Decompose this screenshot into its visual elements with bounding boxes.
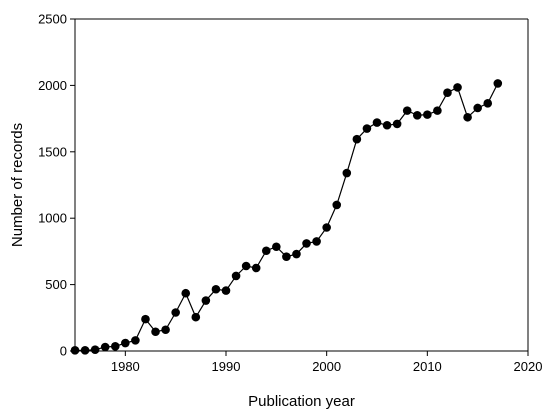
data-point bbox=[272, 242, 281, 252]
plot-area bbox=[70, 79, 503, 355]
data-point bbox=[231, 271, 241, 281]
data-point bbox=[312, 237, 321, 246]
data-point bbox=[412, 110, 422, 120]
data-point bbox=[251, 263, 261, 273]
data-point bbox=[151, 327, 160, 337]
data-point bbox=[201, 296, 211, 305]
data-point bbox=[402, 106, 412, 115]
data-point bbox=[131, 336, 140, 345]
data-point bbox=[241, 261, 251, 271]
data-point bbox=[221, 286, 231, 295]
y-tick-label: 500 bbox=[45, 277, 67, 292]
data-point bbox=[211, 284, 221, 294]
data-point bbox=[382, 120, 392, 130]
data-point bbox=[141, 314, 150, 324]
data-point bbox=[342, 168, 352, 178]
data-point bbox=[322, 223, 331, 232]
x-tick-label: 1980 bbox=[111, 359, 140, 374]
data-point bbox=[352, 134, 362, 144]
y-tick-label: 1000 bbox=[38, 211, 67, 226]
data-point bbox=[261, 246, 271, 256]
data-point bbox=[100, 342, 110, 352]
series-line bbox=[75, 83, 499, 351]
data-point bbox=[171, 308, 180, 317]
data-point bbox=[161, 325, 170, 335]
x-tick-label: 2020 bbox=[514, 359, 543, 374]
data-point bbox=[181, 288, 191, 298]
x-tick-label: 2010 bbox=[413, 359, 442, 374]
data-point bbox=[191, 312, 201, 322]
data-point bbox=[423, 110, 432, 119]
data-point bbox=[433, 106, 442, 115]
data-point bbox=[282, 252, 291, 262]
data-point bbox=[463, 112, 472, 122]
x-tick-label: 2000 bbox=[312, 359, 341, 374]
data-point bbox=[332, 200, 342, 210]
x-axis-title: Publication year bbox=[248, 393, 355, 410]
data-point bbox=[443, 88, 452, 97]
data-point bbox=[483, 99, 493, 108]
data-point bbox=[493, 79, 503, 88]
y-tick-label: 2500 bbox=[38, 12, 67, 27]
data-point bbox=[90, 345, 100, 354]
data-point bbox=[362, 124, 372, 133]
data-point bbox=[392, 119, 402, 129]
data-point bbox=[292, 249, 301, 259]
x-tick-label: 1990 bbox=[212, 359, 241, 374]
data-point bbox=[302, 239, 311, 248]
data-point bbox=[110, 342, 120, 351]
y-tick-label: 0 bbox=[60, 344, 67, 359]
y-axis: 0 500 1000 1500 2000 2500 bbox=[38, 12, 76, 359]
data-point bbox=[80, 346, 90, 355]
y-tick-label: 2000 bbox=[38, 78, 67, 93]
y-tick-label: 1500 bbox=[38, 144, 67, 159]
data-point bbox=[473, 103, 482, 113]
data-point bbox=[453, 83, 462, 92]
x-axis: 1980 1990 2000 2010 2020 bbox=[75, 350, 543, 374]
data-point bbox=[372, 118, 382, 127]
data-point bbox=[121, 338, 130, 348]
y-axis-title: Number of records bbox=[9, 123, 26, 247]
data-markers bbox=[70, 79, 503, 355]
